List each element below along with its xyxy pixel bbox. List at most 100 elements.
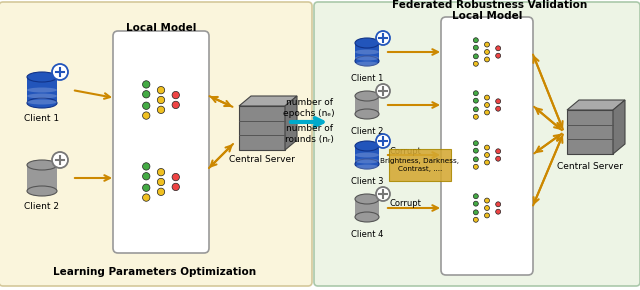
Circle shape <box>496 53 500 58</box>
Text: Corrupt: Corrupt <box>389 146 421 155</box>
Circle shape <box>474 157 478 162</box>
Ellipse shape <box>355 159 379 169</box>
Circle shape <box>474 194 478 199</box>
Text: Local Model: Local Model <box>126 23 196 33</box>
Circle shape <box>474 148 478 153</box>
Circle shape <box>496 46 500 51</box>
Circle shape <box>496 202 500 207</box>
Ellipse shape <box>355 61 379 66</box>
Ellipse shape <box>355 153 379 157</box>
FancyBboxPatch shape <box>314 2 640 286</box>
Circle shape <box>474 54 478 59</box>
Circle shape <box>484 153 490 157</box>
FancyBboxPatch shape <box>441 17 533 275</box>
Text: Central Server: Central Server <box>557 162 623 171</box>
Polygon shape <box>285 96 297 150</box>
Circle shape <box>474 61 478 66</box>
Text: number of
epochs (nₑ): number of epochs (nₑ) <box>283 98 335 118</box>
Circle shape <box>484 198 490 203</box>
FancyBboxPatch shape <box>567 110 613 154</box>
FancyBboxPatch shape <box>239 106 285 150</box>
Circle shape <box>474 217 478 222</box>
Polygon shape <box>567 100 625 110</box>
Circle shape <box>143 194 150 201</box>
Circle shape <box>484 42 490 47</box>
Circle shape <box>376 134 390 148</box>
Circle shape <box>474 98 478 103</box>
Ellipse shape <box>355 141 379 151</box>
Circle shape <box>484 57 490 62</box>
Ellipse shape <box>355 164 379 169</box>
Circle shape <box>143 90 150 98</box>
Text: Client 4: Client 4 <box>351 230 383 239</box>
Circle shape <box>157 96 164 104</box>
Text: Client 3: Client 3 <box>351 177 383 186</box>
Circle shape <box>172 91 179 99</box>
Circle shape <box>474 38 478 43</box>
Ellipse shape <box>355 56 379 66</box>
Ellipse shape <box>27 72 57 82</box>
Text: Client 1: Client 1 <box>24 114 60 123</box>
Circle shape <box>143 163 150 170</box>
Circle shape <box>172 183 179 191</box>
Circle shape <box>143 112 150 119</box>
Text: Client 2: Client 2 <box>351 127 383 136</box>
FancyBboxPatch shape <box>389 149 451 181</box>
Text: Federated Robustness Validation: Federated Robustness Validation <box>392 0 588 10</box>
Circle shape <box>157 178 164 186</box>
Circle shape <box>172 173 179 181</box>
Ellipse shape <box>355 212 379 222</box>
Circle shape <box>474 164 478 169</box>
Circle shape <box>474 210 478 215</box>
Circle shape <box>157 168 164 176</box>
FancyBboxPatch shape <box>0 2 312 286</box>
Circle shape <box>172 101 179 109</box>
Circle shape <box>143 81 150 88</box>
Text: Client 2: Client 2 <box>24 202 60 211</box>
Circle shape <box>52 64 68 80</box>
Circle shape <box>143 102 150 109</box>
Polygon shape <box>613 100 625 154</box>
Ellipse shape <box>355 109 379 119</box>
Circle shape <box>474 201 478 206</box>
Circle shape <box>143 184 150 191</box>
Ellipse shape <box>355 91 379 101</box>
Ellipse shape <box>27 99 57 104</box>
Text: number of
rounds (nᵣ): number of rounds (nᵣ) <box>285 124 333 144</box>
Ellipse shape <box>355 159 379 164</box>
Circle shape <box>143 173 150 180</box>
Circle shape <box>484 50 490 55</box>
Text: Learning Parameters Optimization: Learning Parameters Optimization <box>53 267 257 277</box>
FancyBboxPatch shape <box>113 31 209 253</box>
Circle shape <box>484 160 490 165</box>
Circle shape <box>376 31 390 45</box>
Bar <box>355 199 379 217</box>
Circle shape <box>157 188 164 195</box>
Ellipse shape <box>27 93 57 99</box>
Circle shape <box>157 86 164 94</box>
Text: Central Server: Central Server <box>229 155 295 164</box>
Text: Corrupt: Corrupt <box>389 200 421 209</box>
Bar <box>355 146 379 164</box>
Circle shape <box>484 213 490 218</box>
Polygon shape <box>239 96 297 106</box>
Circle shape <box>52 152 68 168</box>
Ellipse shape <box>27 98 57 108</box>
Bar <box>27 77 57 103</box>
Circle shape <box>157 106 164 113</box>
Bar <box>355 43 379 61</box>
Circle shape <box>474 45 478 50</box>
Circle shape <box>474 91 478 96</box>
Circle shape <box>484 110 490 115</box>
Text: Client 1: Client 1 <box>351 74 383 83</box>
Circle shape <box>484 206 490 211</box>
Ellipse shape <box>355 38 379 48</box>
Ellipse shape <box>27 160 57 170</box>
Bar <box>27 165 57 191</box>
Ellipse shape <box>27 88 57 93</box>
Circle shape <box>496 209 500 214</box>
Text: Local Model: Local Model <box>452 11 522 21</box>
Circle shape <box>474 141 478 146</box>
Ellipse shape <box>355 55 379 61</box>
Circle shape <box>376 84 390 98</box>
